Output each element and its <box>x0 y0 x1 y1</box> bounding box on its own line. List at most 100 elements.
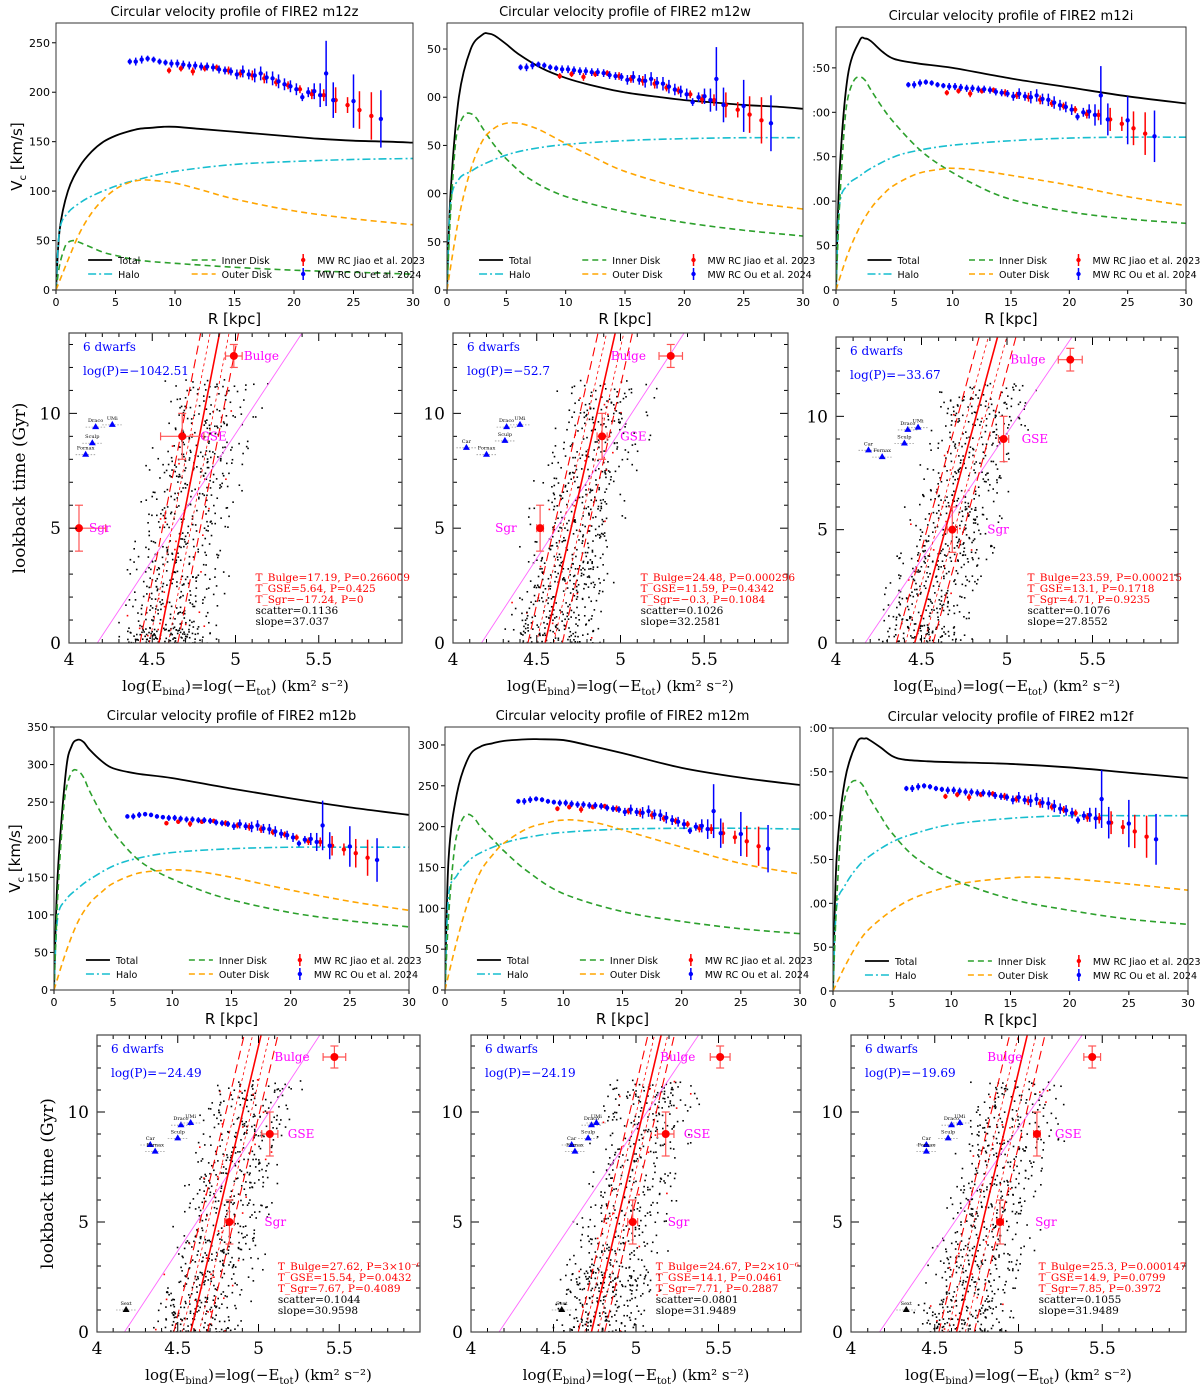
star-particle <box>624 517 627 519</box>
star-particle <box>941 627 943 630</box>
dwarf-marker-fornax <box>82 450 90 457</box>
star-particle <box>180 1318 182 1321</box>
star-particle <box>245 1121 248 1123</box>
star-particle <box>219 1260 222 1263</box>
star-particle <box>578 1325 580 1328</box>
star-particle <box>947 544 949 547</box>
star-particle <box>587 546 590 549</box>
star-particle <box>264 1110 267 1112</box>
mw-rc-point-ou <box>202 817 207 823</box>
star-particle <box>953 413 955 416</box>
star-particle <box>913 629 915 632</box>
star-particle <box>226 1295 228 1298</box>
star-particle <box>632 1103 635 1105</box>
star-particle <box>196 1311 198 1313</box>
star-particle <box>133 591 136 593</box>
star-particle <box>261 1139 263 1142</box>
y-tick-label: 250 <box>29 37 50 50</box>
fit-inner-line <box>167 333 230 643</box>
star-particle <box>625 1095 628 1098</box>
star-particle <box>171 1312 174 1314</box>
x-tick-label: 4 <box>64 650 75 670</box>
star-particle <box>533 586 536 589</box>
star-particle <box>210 1310 212 1313</box>
star-particle <box>250 1257 252 1259</box>
star-particle <box>670 1088 673 1091</box>
star-particle <box>582 634 584 636</box>
star-particle <box>634 1318 637 1320</box>
star-particle <box>594 1204 597 1206</box>
star-particle <box>181 532 184 534</box>
mw-rc-point-jiao <box>353 851 358 856</box>
star-particle <box>184 483 186 485</box>
fit-scatter-line <box>932 337 1017 643</box>
star-particle <box>568 409 571 412</box>
star-particle <box>628 1201 630 1204</box>
y-tick-label: :50 <box>809 766 827 779</box>
dwarf-marker-fornax <box>571 1147 579 1154</box>
star-particle <box>206 1301 208 1303</box>
star-particle <box>212 410 214 413</box>
star-particle <box>610 431 612 434</box>
star-particle <box>225 1168 227 1170</box>
star-particle <box>992 488 995 490</box>
star-particle <box>590 508 592 511</box>
star-particle <box>126 614 129 617</box>
star-particle <box>197 632 199 635</box>
star-particle <box>581 1233 584 1236</box>
star-particle <box>579 412 582 414</box>
group-marker-bulge <box>330 1053 339 1061</box>
star-particle <box>183 617 186 619</box>
star-particle <box>955 536 958 539</box>
star-particle <box>252 1080 254 1082</box>
star-particle <box>654 1171 656 1174</box>
dwarf-marker-sext <box>122 1306 130 1312</box>
star-particle <box>599 1315 601 1317</box>
x-tick-label: 5 <box>631 1339 642 1359</box>
star-particle <box>557 637 560 640</box>
curve-inner-disk <box>836 75 1186 290</box>
star-particle <box>174 640 177 642</box>
star-particle <box>212 451 214 453</box>
star-particle <box>919 627 922 630</box>
star-particle <box>551 462 554 465</box>
y-tick-label: 200 <box>29 86 50 99</box>
star-particle <box>612 1088 614 1091</box>
star-particle <box>245 1193 247 1196</box>
star-particle <box>165 1298 168 1301</box>
star-particle <box>219 1090 221 1093</box>
star-particle <box>566 615 568 618</box>
star-particle <box>589 567 592 570</box>
star-particle <box>919 638 922 641</box>
star-particle <box>573 1317 576 1320</box>
mw-rc-point-ou <box>628 807 633 812</box>
star-particle <box>632 1089 635 1091</box>
star-particle <box>996 479 998 481</box>
star-particle <box>232 1146 234 1149</box>
star-particle <box>243 1131 246 1134</box>
star-particle <box>209 1323 211 1326</box>
star-particle <box>533 554 536 557</box>
star-particle <box>150 592 153 595</box>
star-particle <box>958 396 961 399</box>
star-particle <box>980 420 982 423</box>
star-particle <box>977 1143 979 1146</box>
star-particle <box>590 1289 592 1292</box>
star-particle <box>589 491 591 494</box>
star-particle <box>187 1294 190 1296</box>
star-particle <box>511 613 513 616</box>
star-particle <box>581 540 584 542</box>
star-particle <box>168 601 171 604</box>
star-particle <box>239 1104 242 1106</box>
star-particle <box>193 545 195 548</box>
star-particle <box>129 558 132 561</box>
star-particle <box>142 580 145 583</box>
star-particle <box>553 555 556 558</box>
dwarf-marker-umi <box>914 423 922 430</box>
star-particle <box>581 1305 584 1307</box>
star-particle <box>194 633 197 636</box>
mw-rc-point-ou <box>237 821 242 827</box>
star-particle <box>187 1330 190 1332</box>
star-particle <box>262 1176 264 1178</box>
star-particle <box>164 640 166 643</box>
